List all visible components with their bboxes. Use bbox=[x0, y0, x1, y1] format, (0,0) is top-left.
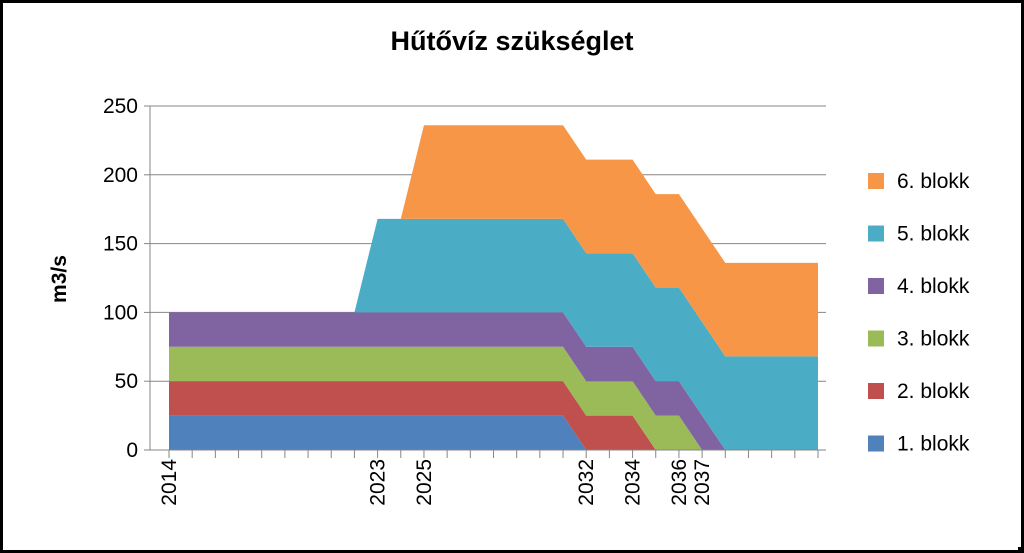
area-series-4 bbox=[169, 312, 818, 450]
area-series-5 bbox=[169, 218, 818, 450]
x-tick-labels: 2014 2023 2025 2032 2034 2036 2037 bbox=[158, 459, 714, 506]
legend-label-5: 5. blokk bbox=[897, 223, 970, 246]
y-axis-label: m3/s bbox=[48, 255, 71, 303]
area-series-3 bbox=[169, 346, 818, 450]
area-series-group bbox=[169, 125, 818, 450]
legend-label-1: 1. blokk bbox=[897, 433, 970, 456]
legend-swatch-2 bbox=[868, 383, 884, 399]
x-tick-label-2036: 2036 bbox=[668, 459, 691, 506]
y-tick-label-150: 150 bbox=[103, 233, 138, 256]
x-tick-label-2023: 2023 bbox=[367, 459, 390, 506]
legend: 6. blokk 5. blokk 4. blokk 3. blokk 2. blokk… bbox=[868, 170, 970, 456]
y-tick-label-50: 50 bbox=[115, 370, 138, 393]
area-series-6 bbox=[169, 125, 818, 357]
legend-swatch-3 bbox=[868, 330, 884, 347]
y-tick-label-0: 0 bbox=[126, 439, 138, 462]
legend-label-6: 6. blokk bbox=[897, 170, 970, 193]
chart-title: Hűtővíz szükséglet bbox=[390, 26, 633, 56]
y-tick-label-200: 200 bbox=[103, 164, 138, 187]
axes bbox=[144, 105, 826, 458]
legend-swatch-6 bbox=[868, 173, 884, 189]
area-series-2 bbox=[169, 381, 818, 450]
legend-swatch-5 bbox=[868, 225, 884, 242]
area-series-1 bbox=[169, 415, 818, 450]
y-tick-label-100: 100 bbox=[103, 301, 138, 324]
x-tick-label-2014: 2014 bbox=[158, 459, 181, 506]
y-tick-labels: 0 50 100 150 200 250 bbox=[103, 95, 138, 462]
x-tick-label-2034: 2034 bbox=[622, 459, 645, 506]
y-tick-label-250: 250 bbox=[103, 95, 138, 118]
x-tick-label-2025: 2025 bbox=[413, 459, 436, 506]
legend-label-2: 2. blokk bbox=[897, 380, 970, 403]
legend-label-4: 4. blokk bbox=[897, 275, 970, 298]
legend-swatch-4 bbox=[868, 278, 884, 294]
x-tick-label-2037: 2037 bbox=[691, 459, 714, 506]
legend-swatch-1 bbox=[868, 435, 884, 452]
legend-label-3: 3. blokk bbox=[897, 328, 970, 351]
x-tick-label-2032: 2032 bbox=[575, 459, 598, 506]
